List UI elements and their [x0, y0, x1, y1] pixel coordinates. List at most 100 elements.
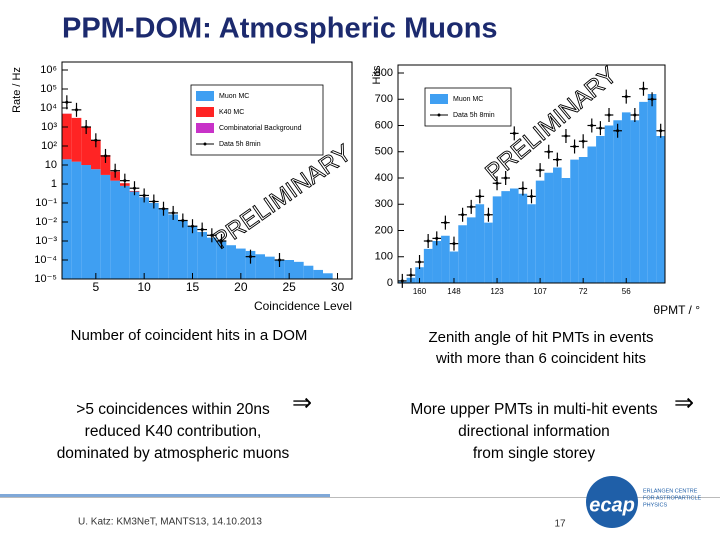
legend-box	[424, 87, 512, 127]
y-tick-label: 10⁶	[40, 64, 57, 76]
x-tick-label: 148	[447, 287, 461, 296]
data-point	[469, 205, 473, 209]
bar	[284, 260, 294, 279]
bar	[578, 157, 588, 283]
logo-circle	[586, 476, 638, 528]
data-point	[426, 239, 430, 243]
y-tick-label: 10	[45, 159, 57, 171]
data-point	[142, 193, 146, 197]
bar	[656, 136, 665, 283]
bar	[441, 235, 450, 283]
y-tick-label: 400	[375, 172, 393, 184]
legend-swatch	[196, 123, 214, 133]
y-tick-label: 10⁴	[40, 102, 57, 114]
bar	[647, 94, 657, 283]
data-point	[538, 168, 542, 172]
note-line: >5 coincidences within 20ns	[76, 401, 270, 418]
y-tick-label: 10³	[41, 121, 57, 133]
logo-name: ecap	[589, 494, 635, 516]
note-line: from single storey	[473, 445, 596, 462]
legend-label: Muon MC	[453, 96, 483, 103]
data-point	[530, 194, 533, 198]
data-point	[152, 199, 156, 203]
bar	[245, 250, 256, 279]
bar	[91, 140, 101, 170]
legend-swatch	[196, 91, 214, 101]
data-point	[435, 236, 439, 240]
data-point	[452, 242, 456, 246]
x-tick-label: 20	[234, 280, 248, 294]
page-number: 17	[554, 519, 566, 530]
watermark: PRELIMINARY	[208, 139, 356, 254]
data-point	[104, 154, 107, 158]
y-tick-label: 10⁻¹	[35, 197, 57, 209]
bar	[265, 256, 275, 279]
data-point	[633, 113, 637, 117]
data-point	[210, 233, 214, 237]
bar	[544, 172, 554, 283]
bar	[91, 169, 101, 279]
bar	[120, 185, 130, 279]
y-tick-label: 600	[375, 119, 393, 131]
data-point	[278, 258, 281, 262]
bar	[561, 178, 571, 283]
bar	[62, 159, 72, 279]
bar	[81, 165, 91, 279]
data-point	[641, 87, 645, 91]
x-tick-label: 5	[92, 280, 99, 294]
plot-frame	[397, 64, 666, 284]
data-point	[84, 125, 88, 129]
y-tick-label: 10²	[41, 140, 57, 152]
data-point	[486, 213, 490, 217]
bar	[216, 241, 227, 279]
data-point	[547, 150, 551, 154]
y-tick-label: 0	[387, 277, 393, 289]
bar	[630, 120, 640, 283]
note-line: dominated by atmospheric muons	[57, 445, 290, 462]
data-point	[555, 158, 559, 162]
legend-swatch	[196, 107, 214, 117]
footer-author: U. Katz: KM3NeT, MANTS13, 14.10.2013	[78, 517, 262, 528]
data-point	[659, 129, 663, 133]
bar	[71, 161, 82, 279]
bar	[535, 180, 545, 283]
legend-label: Data 5h 8min	[219, 141, 261, 148]
bar	[110, 180, 120, 279]
y-tick-label: 500	[375, 146, 393, 158]
data-point	[75, 108, 78, 112]
data-point	[573, 145, 577, 148]
plot-frame	[61, 61, 353, 280]
note-arrow: ⇒	[292, 389, 312, 416]
y-tick-label: 800	[375, 67, 393, 79]
bar	[621, 112, 631, 283]
data-point	[133, 186, 136, 190]
bar	[415, 267, 424, 283]
legend-swatch	[437, 113, 441, 117]
data-point	[607, 113, 611, 117]
y-tick-label: 300	[375, 198, 393, 210]
bar	[570, 159, 579, 283]
data-point	[650, 97, 654, 101]
bar	[449, 251, 459, 283]
bar	[323, 273, 333, 279]
bar	[158, 208, 169, 279]
bar	[100, 155, 111, 175]
data-point	[461, 213, 465, 217]
data-point	[590, 124, 594, 127]
data-point	[400, 279, 404, 283]
y-axis-label: Rate / Hz	[11, 67, 23, 113]
note-line: reduced K40 contribution,	[85, 423, 262, 440]
legend-label: Data 5h 8min	[453, 112, 495, 119]
bar	[604, 125, 614, 283]
bar	[475, 204, 485, 283]
bar	[432, 241, 442, 283]
data-point	[512, 131, 516, 135]
bar	[149, 203, 159, 279]
y-tick-label: 10⁻⁴	[34, 254, 57, 266]
legend-swatch	[203, 142, 207, 146]
bar	[313, 269, 323, 279]
footer-band	[0, 494, 330, 497]
data-point	[478, 194, 482, 198]
bar	[62, 113, 72, 160]
